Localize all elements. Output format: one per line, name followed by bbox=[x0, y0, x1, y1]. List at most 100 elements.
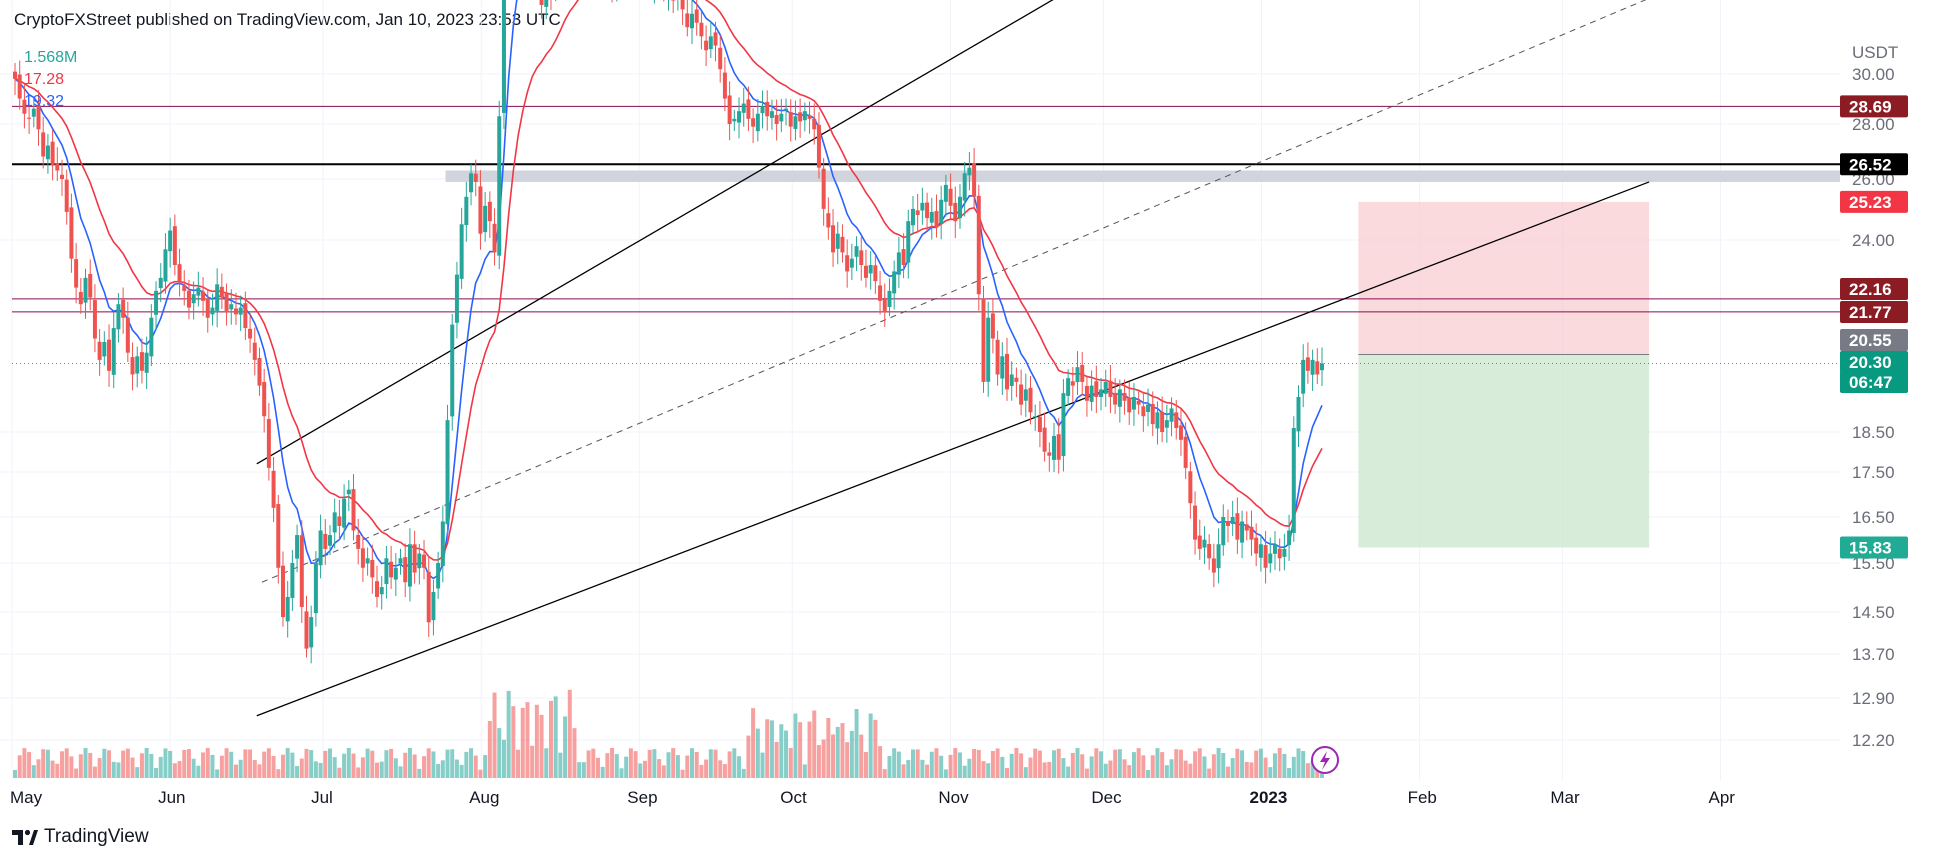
candle bbox=[953, 186, 958, 239]
candle bbox=[121, 287, 126, 334]
time-tick-label: May bbox=[10, 788, 43, 807]
candle bbox=[431, 579, 436, 636]
volume-bar bbox=[440, 760, 445, 778]
candle bbox=[186, 279, 191, 320]
time-tick-label: Apr bbox=[1709, 788, 1736, 807]
candle bbox=[755, 98, 760, 142]
price-tick-label: 15.50 bbox=[1852, 554, 1895, 573]
candle bbox=[920, 187, 925, 225]
volume-bar bbox=[821, 739, 826, 778]
volume-bar bbox=[1146, 769, 1151, 778]
candle bbox=[88, 259, 93, 311]
candle bbox=[774, 99, 779, 141]
candle bbox=[1047, 442, 1052, 472]
currency-label: USDT bbox=[1852, 43, 1898, 62]
candle bbox=[271, 456, 276, 523]
time-tick-label: Jun bbox=[158, 788, 185, 807]
volume-bar bbox=[1216, 748, 1221, 778]
volume-bar bbox=[840, 723, 845, 778]
volume-bar bbox=[1075, 748, 1080, 778]
volume-bar bbox=[760, 752, 765, 778]
volume-bar bbox=[342, 753, 347, 778]
volume-bar bbox=[393, 758, 398, 778]
candle bbox=[360, 535, 365, 582]
volume-bar bbox=[351, 753, 356, 778]
candle bbox=[779, 98, 784, 133]
candle bbox=[611, 0, 613, 3]
candle bbox=[685, 0, 690, 37]
candle bbox=[704, 25, 709, 67]
candle bbox=[50, 129, 55, 181]
time-axis[interactable]: May Jun Jul Aug Sep Oct Nov Dec 2023 Feb Mar Apr bbox=[10, 788, 1735, 807]
volume-bar bbox=[1155, 748, 1160, 778]
moving-averages bbox=[14, 0, 1323, 580]
candle bbox=[751, 108, 756, 144]
volume-bar bbox=[657, 759, 662, 778]
candle bbox=[769, 99, 774, 130]
volume-bar bbox=[116, 762, 121, 778]
candle bbox=[1122, 379, 1127, 415]
publication-header: CryptoFXStreet published on TradingView.… bbox=[14, 10, 561, 29]
candle bbox=[469, 164, 474, 206]
volume-bar bbox=[685, 755, 690, 778]
candle bbox=[365, 547, 370, 576]
volume-bar bbox=[1131, 752, 1136, 778]
channel-lines bbox=[256, 0, 1650, 717]
volume-bar bbox=[511, 706, 516, 778]
legend-value: 17.28 bbox=[24, 71, 64, 88]
candle bbox=[55, 147, 60, 181]
candle bbox=[677, 0, 679, 11]
candle bbox=[616, 0, 618, 2]
volume-bar bbox=[1207, 768, 1212, 778]
volume-bar bbox=[1258, 748, 1263, 778]
candle bbox=[201, 277, 206, 316]
volume-bar bbox=[346, 748, 351, 778]
lightning-icon[interactable] bbox=[1311, 746, 1339, 774]
candle bbox=[765, 90, 770, 131]
candle bbox=[116, 292, 121, 343]
volume-bar bbox=[158, 756, 163, 778]
candle bbox=[1084, 375, 1089, 417]
candle bbox=[215, 268, 220, 328]
volume-bar bbox=[957, 752, 962, 778]
volume-bar bbox=[713, 749, 718, 778]
volume-bar bbox=[111, 761, 116, 778]
candle bbox=[384, 545, 389, 599]
volume-bar bbox=[581, 762, 586, 778]
candle bbox=[243, 291, 248, 341]
volume-bar bbox=[671, 748, 676, 778]
candle bbox=[1240, 510, 1245, 559]
candle bbox=[403, 543, 408, 598]
candle bbox=[266, 403, 271, 481]
volume-bar bbox=[31, 765, 36, 778]
volume-bar bbox=[1066, 766, 1071, 778]
volume-bar bbox=[802, 764, 807, 778]
time-tick-label: Jul bbox=[311, 788, 333, 807]
volume-bar bbox=[1014, 748, 1019, 778]
volume-bar bbox=[939, 755, 944, 778]
volume-bar bbox=[454, 759, 459, 778]
candle bbox=[896, 236, 901, 289]
candle bbox=[440, 505, 445, 583]
candle bbox=[337, 499, 342, 540]
volume-bar bbox=[793, 713, 798, 778]
price-axis[interactable]: USDT30.0028.0026.0024.0018.5017.5016.501… bbox=[1852, 43, 1898, 750]
candle bbox=[483, 192, 488, 242]
volume-bar bbox=[910, 749, 915, 778]
volume-bar bbox=[483, 755, 488, 778]
volume-bar bbox=[647, 749, 652, 778]
candle bbox=[1193, 491, 1198, 555]
volume-bar bbox=[327, 748, 332, 778]
volume-bar bbox=[13, 770, 17, 778]
candle bbox=[939, 185, 944, 240]
volume-bar bbox=[290, 752, 295, 778]
volume-bar bbox=[1122, 759, 1127, 778]
candle bbox=[1315, 348, 1320, 385]
candle bbox=[478, 170, 483, 250]
volume-bar bbox=[990, 750, 995, 778]
volume-bar bbox=[78, 754, 83, 778]
price-badge: 28.69 bbox=[1840, 95, 1908, 118]
volume-bar bbox=[878, 746, 883, 778]
candle bbox=[727, 81, 732, 141]
